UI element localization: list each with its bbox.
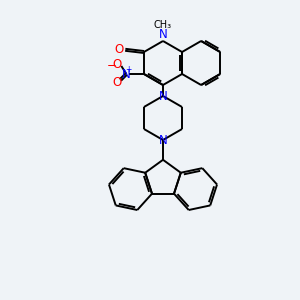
- Text: N: N: [159, 134, 167, 146]
- Text: O: O: [113, 76, 122, 89]
- Text: N: N: [159, 89, 167, 103]
- Text: +: +: [125, 65, 131, 74]
- Text: −: −: [106, 59, 116, 73]
- Text: N: N: [159, 28, 167, 41]
- Text: O: O: [115, 43, 124, 56]
- Text: O: O: [113, 58, 122, 71]
- Text: N: N: [122, 68, 131, 80]
- Text: CH₃: CH₃: [154, 20, 172, 30]
